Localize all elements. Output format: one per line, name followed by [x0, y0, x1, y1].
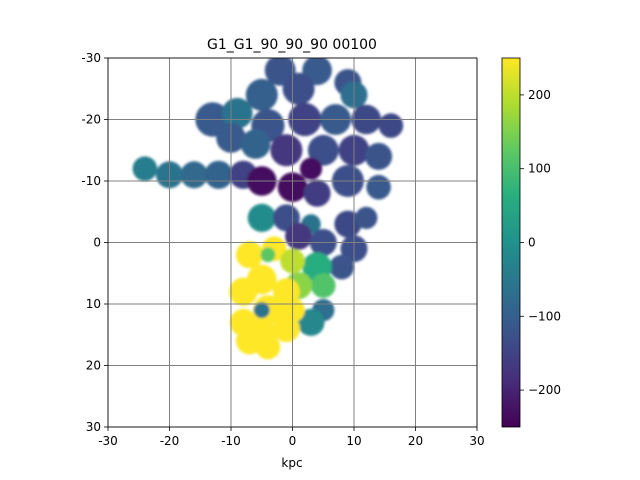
heatmap-blob [285, 222, 313, 250]
x-tick-label: -30 [98, 434, 118, 448]
heatmap-blob [221, 97, 253, 129]
x-tick-label: 20 [408, 434, 423, 448]
heatmap-blob [253, 302, 270, 319]
colorbar-gradient [501, 57, 521, 428]
y-tick-label: 10 [86, 297, 101, 311]
heatmap-blob [255, 334, 281, 360]
heatmap-blob [204, 160, 233, 189]
heatmap-blob [378, 113, 404, 138]
colorbar: 200 100 0 −100 −200 [501, 57, 561, 428]
x-axis-label: kpc [281, 456, 302, 470]
heatmap-blob [299, 157, 323, 180]
x-tick-label: 30 [469, 434, 484, 448]
x-tick-label: 10 [346, 434, 361, 448]
heatmap-blob [366, 174, 391, 200]
y-tick-label: -10 [81, 174, 101, 188]
chart-title: G1_G1_90_90_90 00100 [207, 37, 377, 53]
colorbar-tick-label: −200 [528, 383, 561, 397]
colorbar-tick-label: 200 [528, 88, 551, 102]
heatmap-blob [229, 277, 258, 306]
heatmap-blob [334, 210, 362, 238]
heatmap-blob [311, 273, 336, 298]
colorbar-tick-label: 0 [528, 236, 536, 250]
heatmap-blob [270, 134, 303, 167]
heatmap-blob [132, 156, 158, 181]
heatmap-blob [180, 161, 208, 189]
heatmap-blob [240, 129, 271, 159]
y-tick-label: -20 [81, 113, 101, 127]
heatmap-blob [365, 142, 393, 170]
heatmap-blob [329, 254, 355, 280]
y-tick-label: 0 [93, 236, 101, 250]
y-tick-label: 30 [86, 420, 101, 434]
y-axis: -30 -20 -10 0 10 20 30 [81, 51, 108, 434]
heatmap-blob [307, 134, 339, 166]
colorbar-ticks: 200 100 0 −100 −200 [520, 88, 561, 397]
colorbar-tick-label: −100 [528, 309, 561, 323]
x-tick-label: -10 [221, 434, 241, 448]
x-tick-label: 0 [289, 434, 297, 448]
heatmap-blob [282, 72, 315, 105]
y-tick-label: 20 [86, 359, 101, 373]
y-tick-label: -30 [81, 51, 101, 65]
x-axis: -30 -20 -10 0 10 20 30 [98, 427, 485, 448]
heatmap-blob [245, 78, 278, 111]
heatmap-blob [297, 308, 325, 336]
heatmap-blob [260, 247, 276, 263]
heatmap-blob [236, 241, 263, 269]
colorbar-tick-label: 100 [528, 162, 551, 176]
heatmap-blobs [132, 58, 404, 360]
heatmap-blob [247, 203, 276, 232]
heatmap-blob [355, 206, 378, 229]
heatmap-blob [303, 179, 331, 207]
x-tick-label: -20 [160, 434, 180, 448]
plot-area [107, 57, 478, 428]
